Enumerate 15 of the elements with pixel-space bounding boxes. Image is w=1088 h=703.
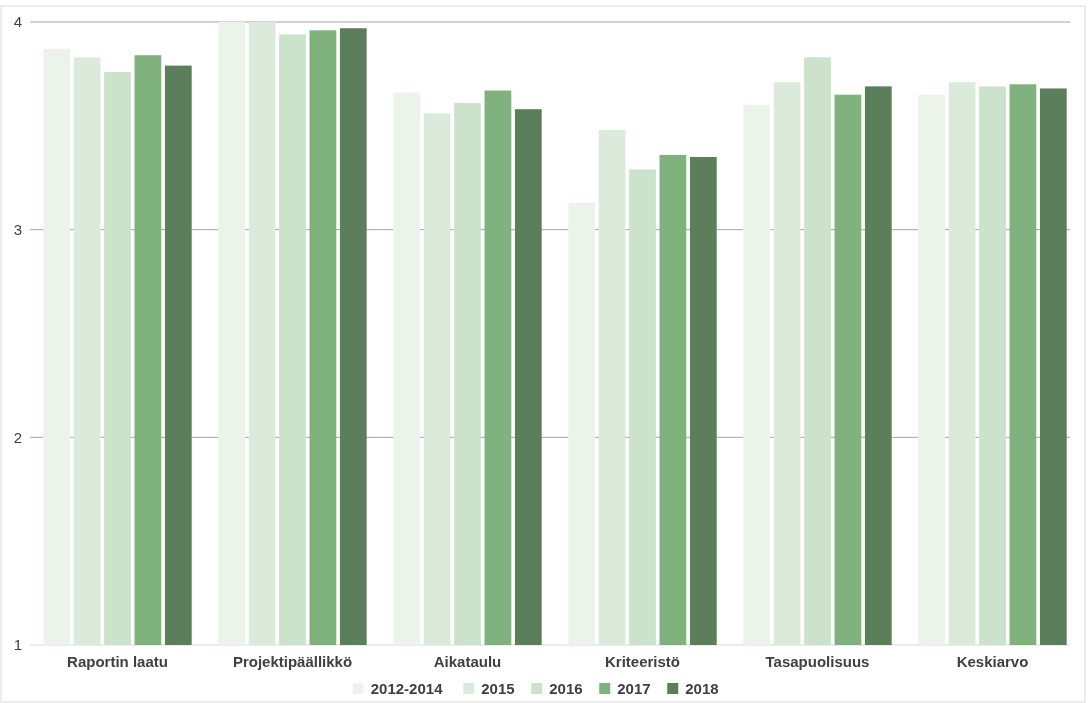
y-tick-label: 4: [13, 13, 22, 31]
legend-label: 2018: [685, 680, 719, 698]
x-tick-label: Keskiarvo: [956, 653, 1029, 670]
x-tick-label: Kriteeristö: [604, 653, 681, 670]
x-tick-label: Raportin laatu: [67, 653, 168, 670]
x-tick-label: Tasapuolisuus: [765, 653, 870, 670]
legend-label: 2017: [617, 680, 651, 698]
legend-label: 2012-2014: [370, 680, 444, 698]
legend-label: 2016: [549, 680, 583, 698]
y-tick-label: 3: [13, 220, 22, 238]
y-tick-label: 2: [13, 428, 22, 446]
x-tick-label: Aikataulu: [433, 653, 502, 670]
legend-label: 2015: [481, 680, 515, 698]
y-tick-label: 1: [13, 636, 22, 654]
x-tick-label: Projektipäällikkö: [232, 653, 353, 670]
